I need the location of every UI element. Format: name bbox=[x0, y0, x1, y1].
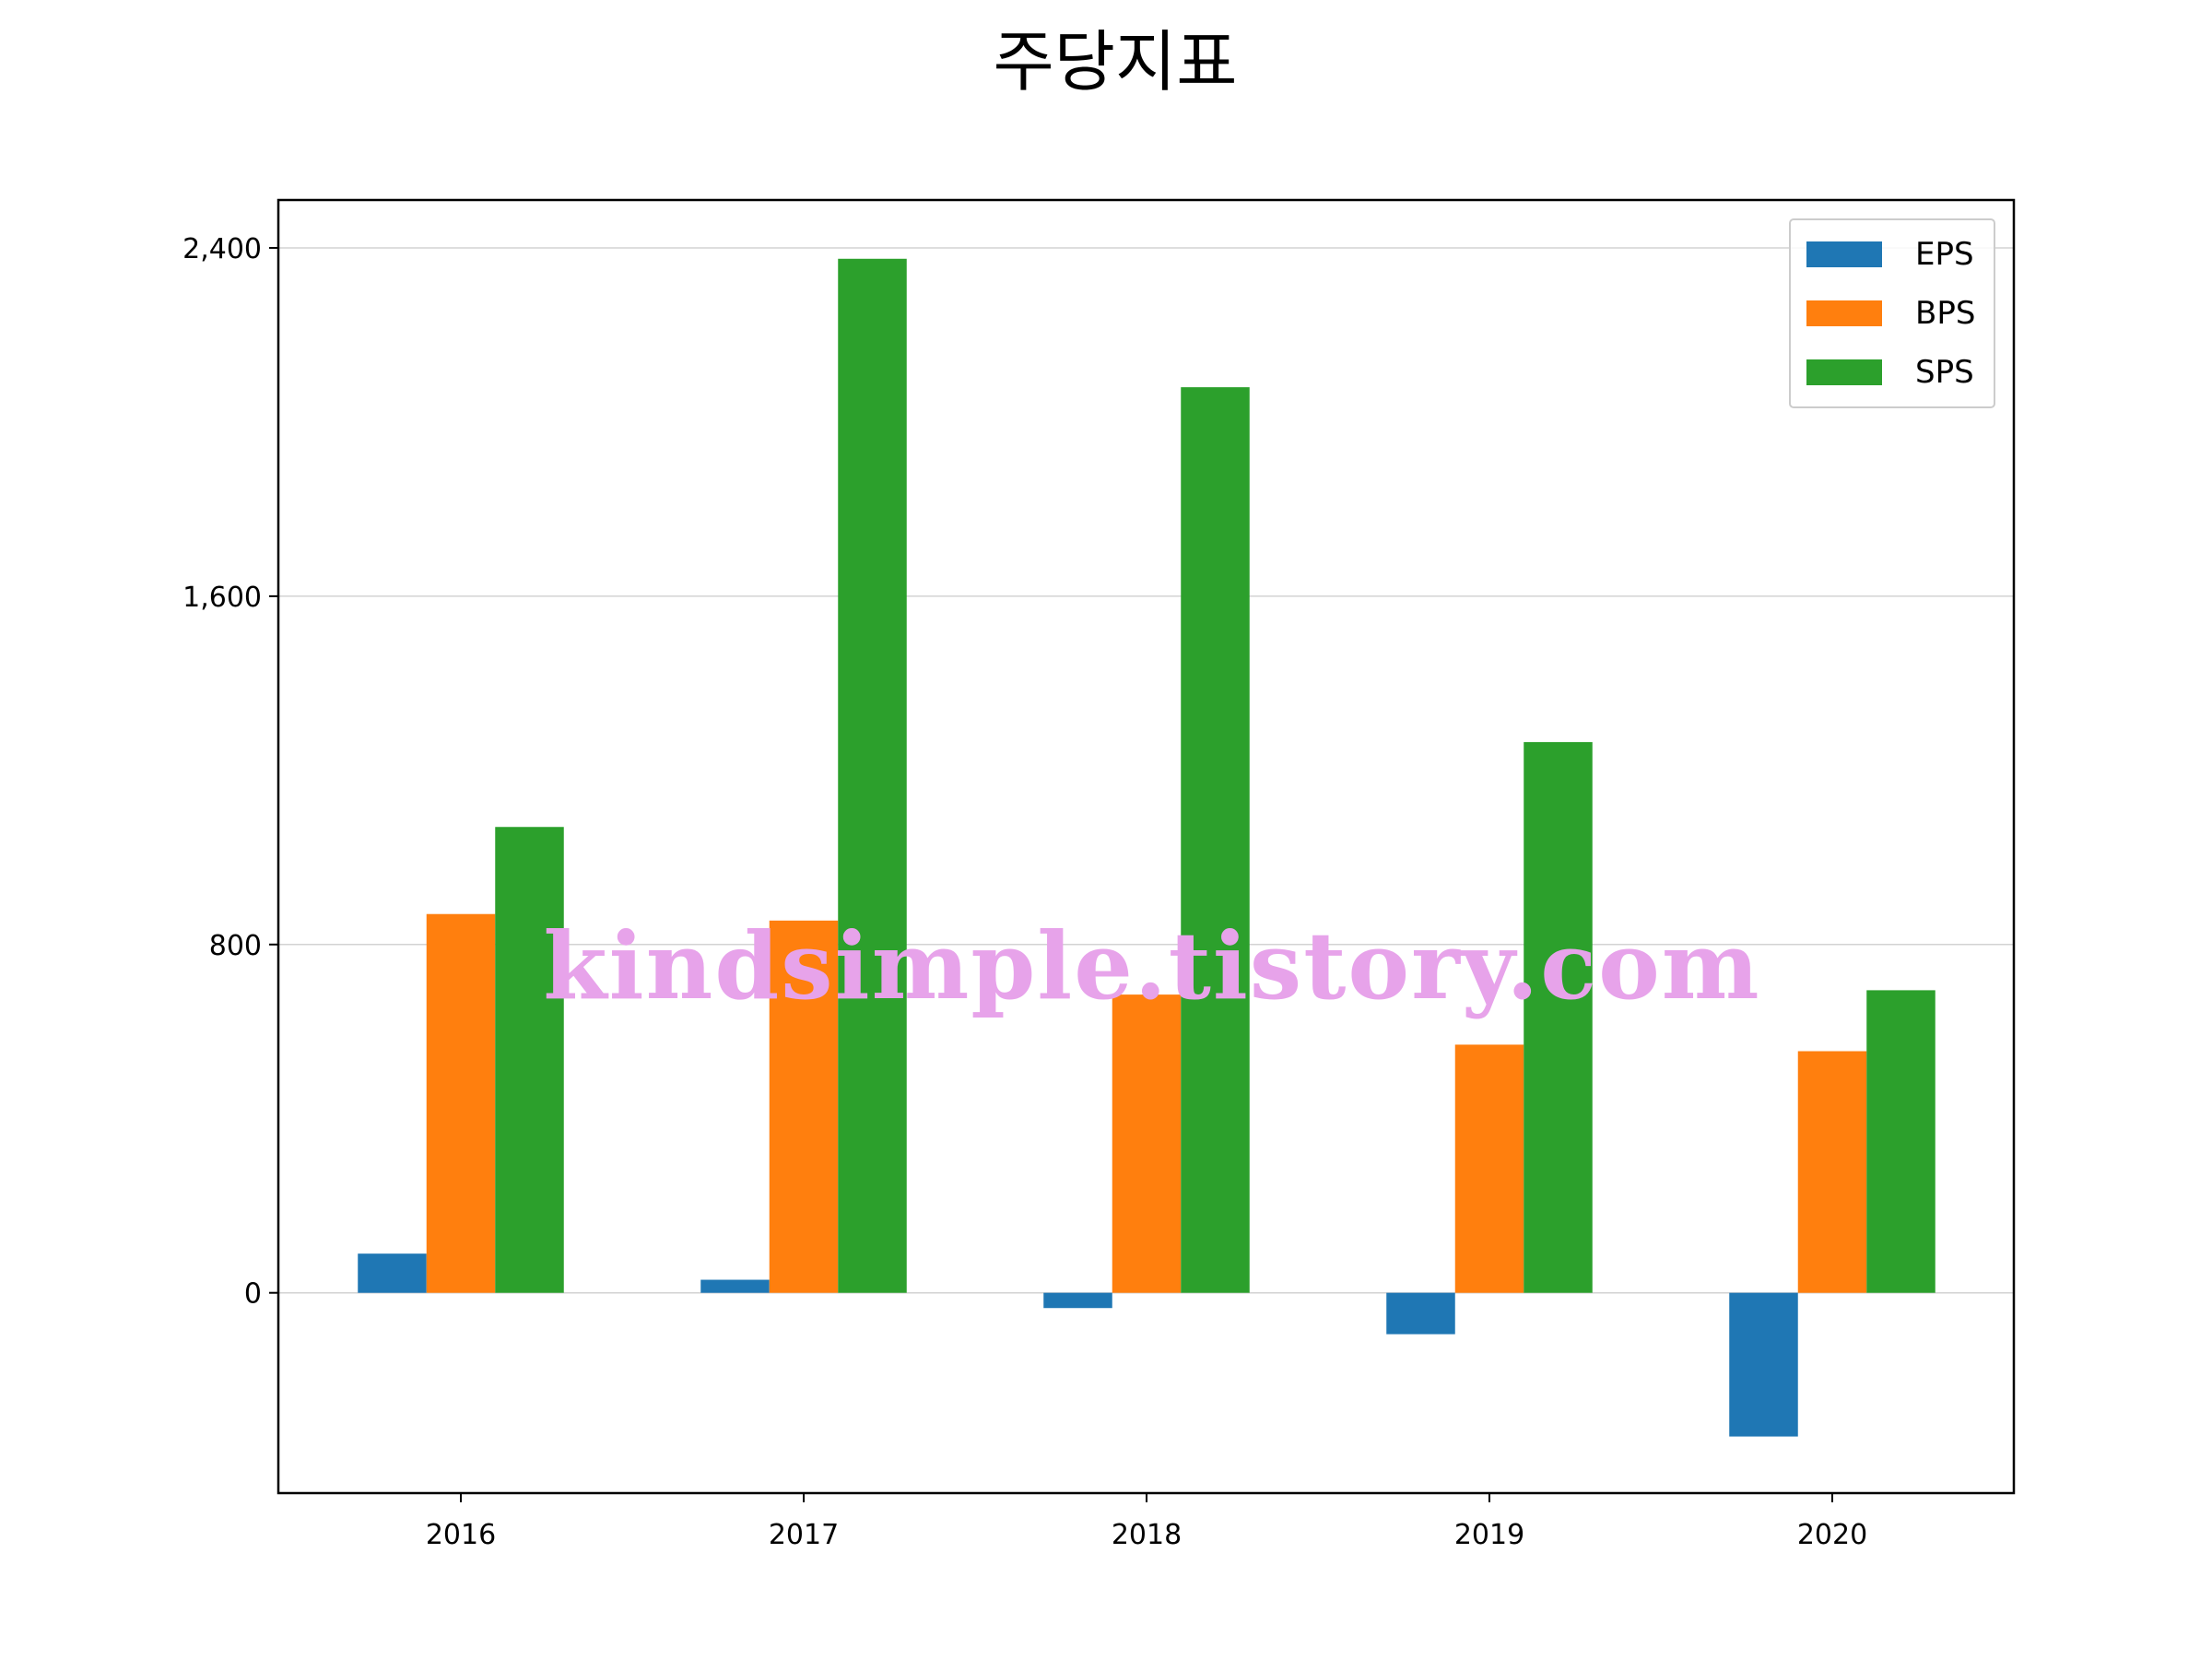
y-axis: 0 800 1,600 2,400 bbox=[182, 233, 278, 1311]
bar-bps-2016 bbox=[426, 913, 496, 1293]
bar-bps-2018 bbox=[1112, 994, 1182, 1293]
bars bbox=[358, 258, 1936, 1437]
watermark: kindsimple.tistory.com bbox=[543, 912, 1760, 1020]
y-tick-label: 1,600 bbox=[182, 582, 262, 614]
y-tick-label: 0 bbox=[244, 1278, 262, 1311]
bar-eps-2018 bbox=[1043, 1292, 1112, 1309]
x-tick-label: 2016 bbox=[426, 1519, 496, 1551]
bar-sps-2016 bbox=[495, 827, 564, 1293]
legend-swatch-sps bbox=[1806, 359, 1882, 385]
bar-eps-2017 bbox=[700, 1279, 770, 1293]
chart-title: 주당지표 bbox=[994, 23, 1238, 100]
bar-bps-2017 bbox=[769, 920, 839, 1293]
bar-sps-2017 bbox=[838, 258, 907, 1293]
x-axis: 2016 2017 2018 2019 2020 bbox=[426, 1493, 1867, 1551]
legend-swatch-bps bbox=[1806, 300, 1882, 326]
bar-sps-2020 bbox=[1866, 990, 1936, 1293]
y-tick-label: 800 bbox=[209, 930, 262, 962]
legend: EPS BPS SPS bbox=[1789, 218, 1995, 408]
legend-label-sps: SPS bbox=[1915, 354, 1974, 391]
legend-label-bps: BPS bbox=[1915, 295, 1975, 332]
x-tick-label: 2020 bbox=[1797, 1519, 1867, 1551]
bar-bps-2020 bbox=[1797, 1051, 1867, 1293]
y-tick-label: 2,400 bbox=[182, 233, 262, 265]
bar-sps-2019 bbox=[1524, 742, 1593, 1293]
bar-sps-2018 bbox=[1181, 387, 1250, 1293]
bar-eps-2016 bbox=[358, 1253, 427, 1293]
legend-swatch-eps bbox=[1806, 241, 1882, 267]
x-tick-label: 2019 bbox=[1454, 1519, 1524, 1551]
bar-eps-2019 bbox=[1386, 1292, 1455, 1335]
bar-eps-2020 bbox=[1729, 1292, 1798, 1437]
bar-bps-2019 bbox=[1454, 1044, 1524, 1293]
legend-label-eps: EPS bbox=[1915, 236, 1974, 273]
x-tick-label: 2018 bbox=[1112, 1519, 1182, 1551]
x-tick-label: 2017 bbox=[769, 1519, 839, 1551]
